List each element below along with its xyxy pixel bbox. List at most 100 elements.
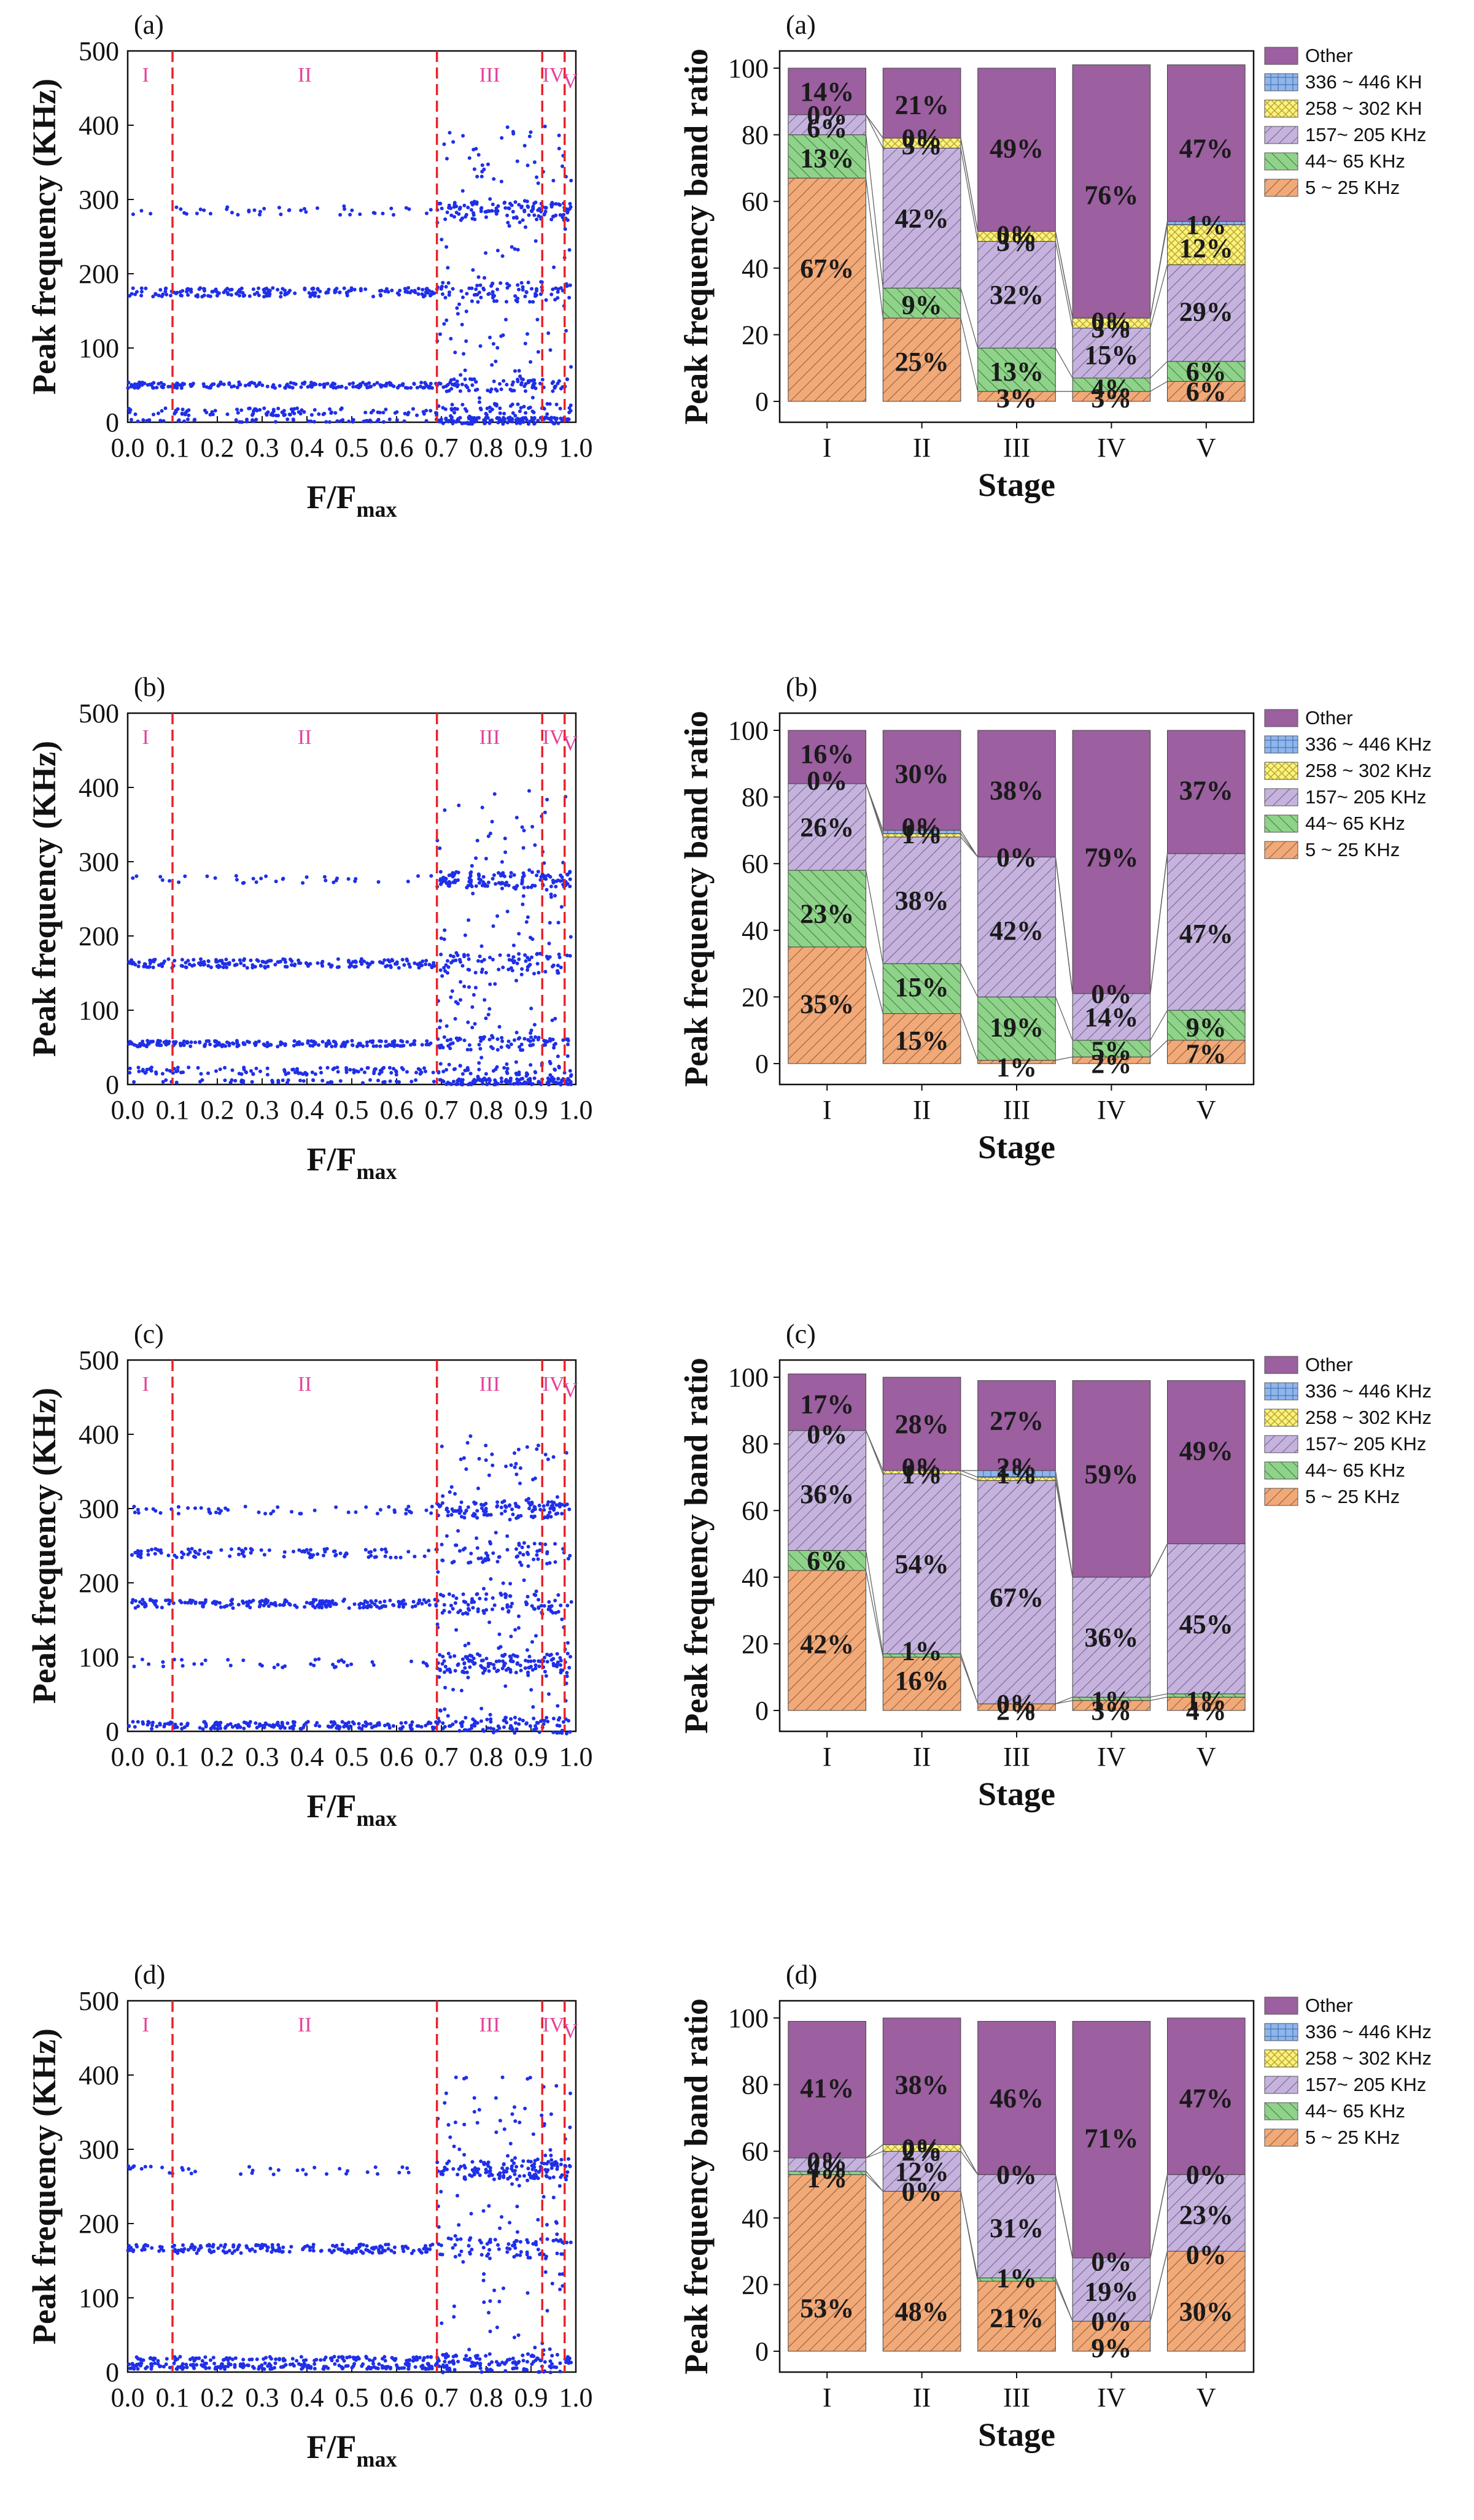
scatter-point <box>392 1603 396 1607</box>
scatter-point <box>420 292 424 296</box>
legend-label: 258 ~ 302 KHz <box>1305 760 1432 781</box>
scatter-point <box>218 1067 222 1072</box>
scatter-point <box>235 408 239 412</box>
scatter-point <box>345 1040 349 1044</box>
scatter-point <box>513 1465 517 1469</box>
scatter-point <box>505 2250 510 2254</box>
scatter-point <box>346 1510 351 1515</box>
scatter-point <box>384 1039 388 1043</box>
scatter-point <box>453 878 457 883</box>
y-tick-label: 500 <box>79 36 119 66</box>
connector-line <box>1150 853 1168 994</box>
percent-label: 13% <box>990 357 1044 387</box>
connector-line <box>1055 1056 1073 1061</box>
scatter-point <box>554 403 559 406</box>
scatter-point <box>367 381 371 385</box>
scatter-point <box>462 2122 467 2127</box>
scatter-point <box>368 2358 372 2362</box>
scatter-point <box>437 381 441 385</box>
scatter-point <box>449 1604 453 1607</box>
scatter-point <box>520 967 524 971</box>
x-tick-label: 0.3 <box>246 1742 279 1772</box>
scatter-point <box>186 959 190 963</box>
connector-line <box>960 1653 979 1704</box>
scatter-point <box>476 1078 480 1081</box>
scatter-point <box>201 1727 205 1731</box>
scatter-point <box>365 1606 370 1610</box>
scatter-point <box>319 2249 323 2253</box>
scatter-point <box>336 957 340 961</box>
scatter-point <box>161 419 166 423</box>
scatter-point <box>462 352 466 356</box>
scatter-point <box>513 294 518 298</box>
scatter-point <box>513 1628 518 1632</box>
scatter-point <box>521 1718 525 1723</box>
scatter-point <box>236 212 240 217</box>
scatter-point <box>368 2367 372 2370</box>
panel-letter: (b) <box>786 672 817 702</box>
scatter-point <box>444 245 449 249</box>
scatter-point <box>568 283 572 287</box>
percent-label: 14% <box>1084 1002 1138 1032</box>
scatter-point <box>409 1080 414 1084</box>
scatter-point <box>458 957 462 962</box>
scatter-point <box>300 1042 304 1046</box>
scatter-point <box>279 295 283 299</box>
x-tick-label: IV <box>1097 1095 1126 1125</box>
scatter-point <box>450 1561 454 1565</box>
scatter-point <box>497 1025 502 1029</box>
scatter-point <box>198 1040 202 1044</box>
scatter-point <box>357 1722 361 1726</box>
scatter-point <box>555 2251 559 2255</box>
scatter-point <box>565 377 569 382</box>
scatter-point <box>565 1671 569 1675</box>
scatter-point <box>497 967 501 972</box>
scatter-point <box>301 881 305 885</box>
scatter-point <box>457 2147 462 2151</box>
scatter-point <box>332 1039 336 1043</box>
scatter-point <box>543 810 547 814</box>
scatter-point <box>526 2077 530 2081</box>
scatter-point <box>386 958 390 962</box>
scatter-point <box>401 1605 405 1609</box>
scatter-point <box>510 2112 514 2116</box>
scatter-point <box>530 1082 535 1086</box>
scatter-point <box>344 2364 348 2368</box>
scatter-point <box>152 412 155 417</box>
y-tick-label: 200 <box>79 1568 119 1598</box>
scatter-point <box>241 2357 246 2362</box>
scatter-point <box>463 377 467 381</box>
percent-label: 6% <box>1186 377 1227 407</box>
scatter-point <box>558 1656 562 1660</box>
scatter-point <box>438 1504 443 1508</box>
scatter-point <box>266 964 270 968</box>
scatter-point <box>277 206 281 210</box>
scatter-point <box>508 2175 512 2179</box>
scatter-point <box>525 1721 529 1725</box>
scatter-point <box>502 2286 505 2290</box>
percent-label: 1% <box>902 1636 942 1666</box>
scatter-point <box>520 825 524 829</box>
scatter-point <box>500 1512 504 1516</box>
scatter-point <box>289 407 293 411</box>
bar-segment <box>977 856 1056 997</box>
scatter-point <box>271 413 275 417</box>
scatter-point <box>530 1668 535 1672</box>
scatter-point <box>179 207 183 211</box>
scatter-point <box>545 1502 549 1507</box>
scatter-point <box>476 300 480 304</box>
scatter-point <box>530 825 535 829</box>
scatter-point <box>477 2108 481 2112</box>
scatter-point <box>425 2355 430 2359</box>
scatter-point <box>444 963 448 967</box>
scatter-point <box>371 960 374 964</box>
scatter-point <box>478 1596 482 1601</box>
scatter-point <box>412 382 416 385</box>
connector-line <box>1055 2278 1073 2322</box>
scatter-point <box>471 211 476 215</box>
scatter-point <box>283 1664 287 1668</box>
scatter-point <box>531 1477 535 1482</box>
scatter-point <box>333 382 337 386</box>
scatter-point <box>439 417 443 422</box>
scatter-point <box>219 380 223 384</box>
